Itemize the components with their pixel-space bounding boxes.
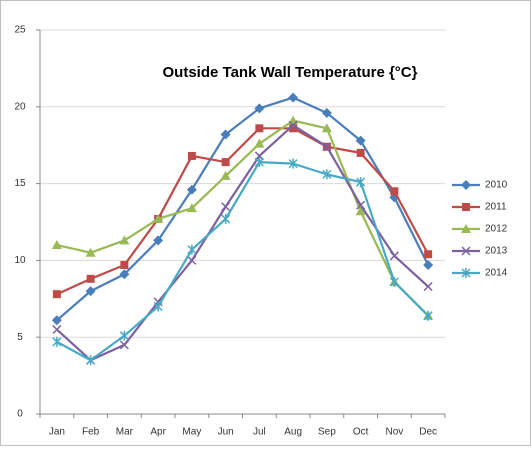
legend-label: 2010: [485, 180, 508, 191]
marker: [220, 170, 231, 180]
marker: [288, 120, 298, 130]
marker: [254, 103, 265, 114]
marker: [153, 235, 164, 246]
series-line: [56, 160, 429, 362]
marker: [321, 123, 332, 133]
marker: [424, 250, 433, 259]
legend-label: 2011: [485, 202, 507, 213]
y-tick-label: 5: [17, 332, 23, 343]
series-line: [56, 127, 430, 296]
legend-label: 2012: [485, 224, 508, 235]
marker: [288, 92, 299, 103]
y-tick-label: 15: [14, 178, 26, 189]
marker: [221, 158, 230, 167]
marker: [462, 203, 470, 211]
marker: [86, 355, 96, 366]
marker: [356, 177, 366, 188]
marker: [221, 202, 231, 212]
marker: [390, 187, 399, 196]
marker: [355, 206, 366, 216]
x-tick-label: Jul: [253, 427, 266, 438]
marker: [255, 124, 264, 133]
marker: [186, 184, 197, 195]
marker: [254, 157, 264, 168]
marker: [51, 240, 62, 250]
marker: [119, 269, 130, 280]
y-tick-label: 20: [14, 101, 26, 112]
marker: [220, 129, 231, 140]
marker: [187, 244, 197, 255]
marker: [153, 213, 164, 223]
marker: [461, 268, 471, 278]
marker: [321, 107, 332, 118]
marker: [356, 148, 365, 157]
chart-title: Outside Tank Wall Temperature {°C}: [163, 64, 418, 81]
x-tick-label: Dec: [419, 427, 437, 438]
marker: [52, 324, 62, 335]
marker: [461, 180, 471, 190]
marker: [389, 251, 399, 261]
marker: [423, 310, 433, 321]
x-tick-label: Apr: [150, 427, 166, 438]
marker: [52, 336, 62, 347]
marker: [356, 200, 366, 210]
x-tick-label: Feb: [82, 427, 100, 438]
marker: [187, 151, 196, 160]
marker: [288, 158, 298, 169]
marker: [461, 224, 471, 233]
x-tick-label: Oct: [353, 427, 369, 438]
marker: [423, 260, 434, 271]
marker: [322, 142, 332, 152]
series-line: [56, 124, 429, 362]
series-line: [56, 96, 430, 322]
x-tick-label: Nov: [385, 427, 403, 438]
series-line: [56, 119, 429, 317]
legend-label: 2014: [485, 268, 508, 279]
marker: [120, 261, 129, 270]
x-tick-label: Mar: [116, 427, 134, 438]
y-tick-label: 0: [17, 409, 23, 420]
x-tick-label: May: [182, 427, 201, 438]
marker: [355, 135, 366, 146]
marker: [119, 330, 129, 341]
x-tick-label: Jun: [218, 427, 234, 438]
marker: [186, 203, 197, 213]
marker: [52, 290, 61, 299]
marker: [119, 235, 130, 245]
x-tick-label: Sep: [318, 427, 336, 438]
x-tick-label: Aug: [284, 427, 302, 438]
marker: [389, 276, 399, 287]
marker: [254, 138, 265, 148]
x-tick-label: Jan: [49, 427, 65, 438]
marker: [461, 246, 471, 256]
marker: [86, 274, 95, 283]
y-tick-label: 25: [14, 25, 26, 36]
marker: [119, 340, 129, 350]
marker: [423, 281, 433, 292]
marker: [85, 247, 96, 257]
marker: [187, 255, 197, 265]
marker: [51, 315, 62, 326]
legend-label: 2013: [485, 246, 508, 257]
y-tick-label: 10: [14, 255, 26, 266]
marker: [322, 169, 332, 180]
marker: [221, 213, 231, 224]
marker: [153, 301, 163, 312]
marker: [85, 286, 96, 297]
